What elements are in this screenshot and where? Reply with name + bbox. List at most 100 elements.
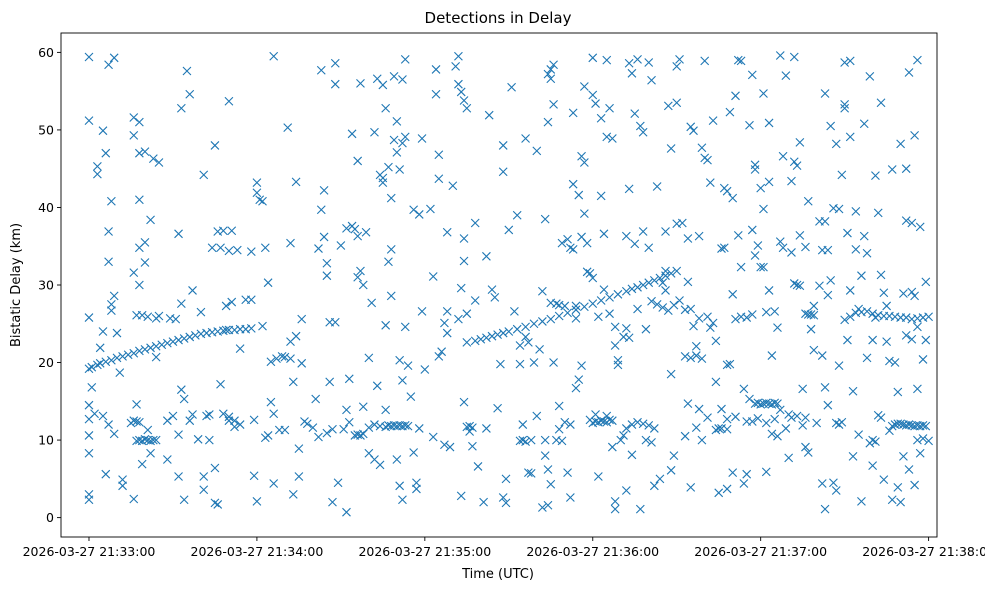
data-point: [809, 310, 819, 320]
data-point: [246, 295, 256, 305]
data-point: [459, 256, 469, 266]
data-point: [546, 65, 556, 74]
data-point: [574, 190, 584, 200]
data-point: [134, 346, 144, 356]
x-tick-label: 2026-03-27 21:37:00: [694, 544, 827, 559]
data-point: [168, 337, 178, 346]
data-point: [831, 139, 841, 149]
data-point: [593, 472, 603, 481]
data-point: [764, 286, 774, 295]
data-point: [815, 281, 824, 291]
data-point: [717, 404, 726, 414]
data-point: [104, 257, 113, 267]
data-point: [426, 204, 435, 214]
data-point: [403, 361, 413, 371]
data-point: [722, 484, 732, 494]
data-point: [84, 52, 94, 62]
data-point: [431, 65, 441, 74]
data-point: [549, 358, 558, 367]
data-point: [862, 306, 872, 316]
data-point: [610, 496, 620, 506]
x-tick-label: 2026-03-27 21:35:00: [358, 544, 491, 559]
data-point: [409, 205, 419, 215]
data-point: [630, 239, 640, 249]
data-point: [820, 504, 830, 514]
data-point: [728, 289, 738, 299]
data-point: [414, 424, 424, 433]
data-point: [263, 431, 273, 440]
data-point: [613, 360, 623, 370]
data-point: [857, 496, 866, 506]
data-point: [151, 352, 161, 362]
y-tick-label: 50: [38, 122, 54, 137]
data-point: [224, 412, 234, 422]
data-point: [585, 268, 595, 278]
data-point: [621, 324, 631, 333]
data-point: [179, 394, 189, 404]
data-point: [442, 306, 452, 316]
data-point: [330, 58, 340, 68]
data-point: [512, 210, 522, 220]
data-point: [134, 417, 144, 427]
data-point: [775, 405, 785, 415]
data-point: [106, 306, 116, 315]
data-point: [157, 340, 167, 350]
data-point: [733, 55, 743, 65]
data-point: [775, 237, 785, 246]
data-point: [812, 418, 822, 428]
data-point: [666, 369, 676, 379]
data-point: [523, 468, 533, 478]
data-point: [725, 107, 735, 117]
data-point: [613, 289, 623, 299]
data-point: [736, 262, 746, 272]
data-point: [817, 479, 827, 488]
data-point: [826, 275, 836, 285]
data-point: [356, 431, 365, 440]
data-point: [876, 98, 886, 108]
data-point: [84, 364, 94, 374]
data-point: [537, 503, 547, 512]
data-point: [482, 333, 491, 343]
data-point: [557, 436, 567, 446]
data-point: [571, 301, 581, 311]
data-point: [518, 435, 528, 445]
data-point: [728, 468, 738, 478]
chart-title: Detections in Delay: [425, 9, 572, 27]
data-point: [358, 402, 368, 412]
data-point: [84, 448, 94, 458]
data-point: [913, 384, 922, 394]
data-point: [792, 161, 802, 170]
data-point: [367, 298, 377, 308]
data-point: [890, 358, 900, 367]
data-point: [787, 176, 796, 186]
data-point: [272, 354, 281, 364]
data-point: [879, 475, 889, 485]
data-point: [666, 144, 676, 153]
data-point: [221, 301, 231, 311]
data-point: [854, 430, 864, 440]
data-point: [834, 204, 844, 214]
data-point: [521, 332, 530, 342]
data-point: [803, 448, 813, 457]
data-point: [577, 151, 586, 161]
data-point: [400, 420, 410, 430]
data-point: [204, 410, 214, 419]
data-point: [621, 424, 631, 433]
data-point: [899, 289, 908, 298]
data-point: [445, 442, 455, 452]
data-point: [672, 98, 682, 108]
data-point: [607, 442, 617, 452]
data-point: [375, 460, 385, 470]
data-point: [675, 296, 684, 305]
data-point: [328, 497, 337, 507]
data-point: [286, 354, 295, 364]
data-point: [417, 134, 427, 143]
data-point: [314, 244, 323, 253]
data-point: [652, 182, 662, 191]
data-point: [910, 480, 919, 490]
data-point: [213, 500, 223, 509]
data-point: [84, 116, 94, 126]
data-point: [84, 313, 94, 322]
data-point: [848, 386, 858, 396]
data-point: [92, 169, 102, 179]
